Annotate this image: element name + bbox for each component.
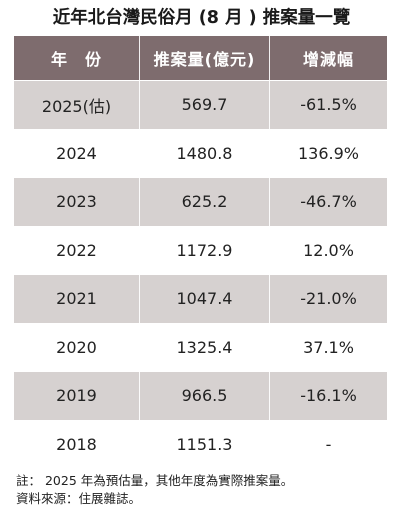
change-cell: -16.1% [269, 372, 387, 420]
volume-cell: 1151.3 [139, 420, 269, 468]
volume-cell: 966.5 [139, 372, 269, 420]
volume-cell: 1480.8 [139, 129, 269, 177]
change-cell: 12.0% [269, 226, 387, 274]
year-cell: 2022 [56, 240, 97, 260]
volume-cell: 1047.4 [139, 275, 269, 323]
year-cell: 2018 [56, 434, 97, 454]
year-cell: 2025(估) [41, 96, 112, 116]
volume-cell: 569.7 [139, 81, 269, 129]
table-body: 2025(估) 569.7 -61.5% 2024 1480.8 136.9% 2023 62… [14, 81, 387, 469]
change-cell: 136.9% [269, 129, 387, 177]
change-cell: 37.1% [269, 323, 387, 371]
volume-cell: 1172.9 [139, 226, 269, 274]
table-row: 2019 966.5 -16.1% [14, 372, 387, 421]
year-cell: 2019 [56, 386, 97, 406]
data-table: 年 份 推案量(億元) 增減幅 2025(估) 569.7 -61.5% 2024 14… [14, 36, 387, 469]
table-row: 2018 1151.3- [14, 420, 387, 469]
change-cell: - [269, 420, 387, 468]
change-cell: -61.5% [269, 81, 387, 129]
volume-cell: 625.2 [139, 178, 269, 226]
change-cell: -21.0% [269, 275, 387, 323]
table-header-row: 年 份 推案量(億元) 增減幅 [14, 36, 387, 81]
column-header-change: 增減幅 [269, 36, 387, 80]
table-row: 2020 1325.4 37.1% [14, 323, 387, 372]
year-cell: 2024 [56, 143, 97, 163]
change-cell: -46.7% [269, 178, 387, 226]
table-row: 2022 1172.9 12.0% [14, 226, 387, 275]
column-header-volume: 推案量(億元) [139, 36, 269, 80]
table-row: 2024 1480.8 136.9% [14, 129, 387, 178]
footnote-estimate: 註： 2025 年為預估量，其他年度為實際推案量。 [16, 473, 294, 488]
year-cell: 2023 [56, 192, 97, 212]
column-header-year: 年 份 [50, 50, 102, 69]
footnotes: 註： 2025 年為預估量，其他年度為實際推案量。 資料來源：住展雜誌。 [16, 472, 293, 508]
volume-cell: 1325.4 [139, 323, 269, 371]
table-title: 近年北台灣民俗月 (8 月 ) 推案量一覽 [52, 8, 351, 28]
table-row: 2023 625.2 -46.7% [14, 178, 387, 227]
table-row: 2025(估) 569.7 -61.5% [14, 81, 387, 130]
year-cell: 2021 [56, 289, 97, 309]
table-row: 2021 1047.4 -21.0% [14, 275, 387, 324]
footnote-source: 資料來源：住展雜誌。 [16, 491, 142, 506]
year-cell: 2020 [56, 337, 97, 357]
